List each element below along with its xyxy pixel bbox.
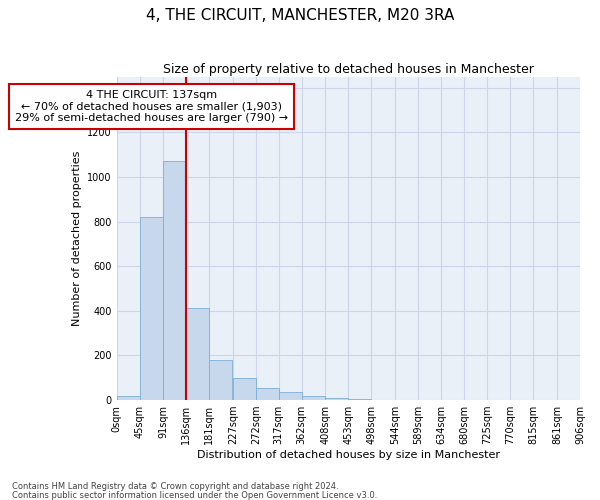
Bar — [349, 399, 371, 400]
Bar — [140, 217, 163, 400]
Bar — [302, 396, 325, 400]
Y-axis label: Number of detached properties: Number of detached properties — [71, 150, 82, 326]
Bar — [116, 396, 140, 400]
Bar — [256, 388, 279, 400]
Text: Contains HM Land Registry data © Crown copyright and database right 2024.: Contains HM Land Registry data © Crown c… — [12, 482, 338, 491]
Bar — [186, 308, 209, 400]
Text: 4, THE CIRCUIT, MANCHESTER, M20 3RA: 4, THE CIRCUIT, MANCHESTER, M20 3RA — [146, 8, 454, 22]
X-axis label: Distribution of detached houses by size in Manchester: Distribution of detached houses by size … — [197, 450, 500, 460]
Bar — [279, 392, 302, 400]
Bar — [209, 360, 232, 400]
Text: 4 THE CIRCUIT: 137sqm
← 70% of detached houses are smaller (1,903)
29% of semi-d: 4 THE CIRCUIT: 137sqm ← 70% of detached … — [15, 90, 288, 123]
Bar — [325, 398, 349, 400]
Text: Contains public sector information licensed under the Open Government Licence v3: Contains public sector information licen… — [12, 490, 377, 500]
Bar — [233, 378, 256, 400]
Bar — [163, 162, 186, 400]
Title: Size of property relative to detached houses in Manchester: Size of property relative to detached ho… — [163, 62, 534, 76]
